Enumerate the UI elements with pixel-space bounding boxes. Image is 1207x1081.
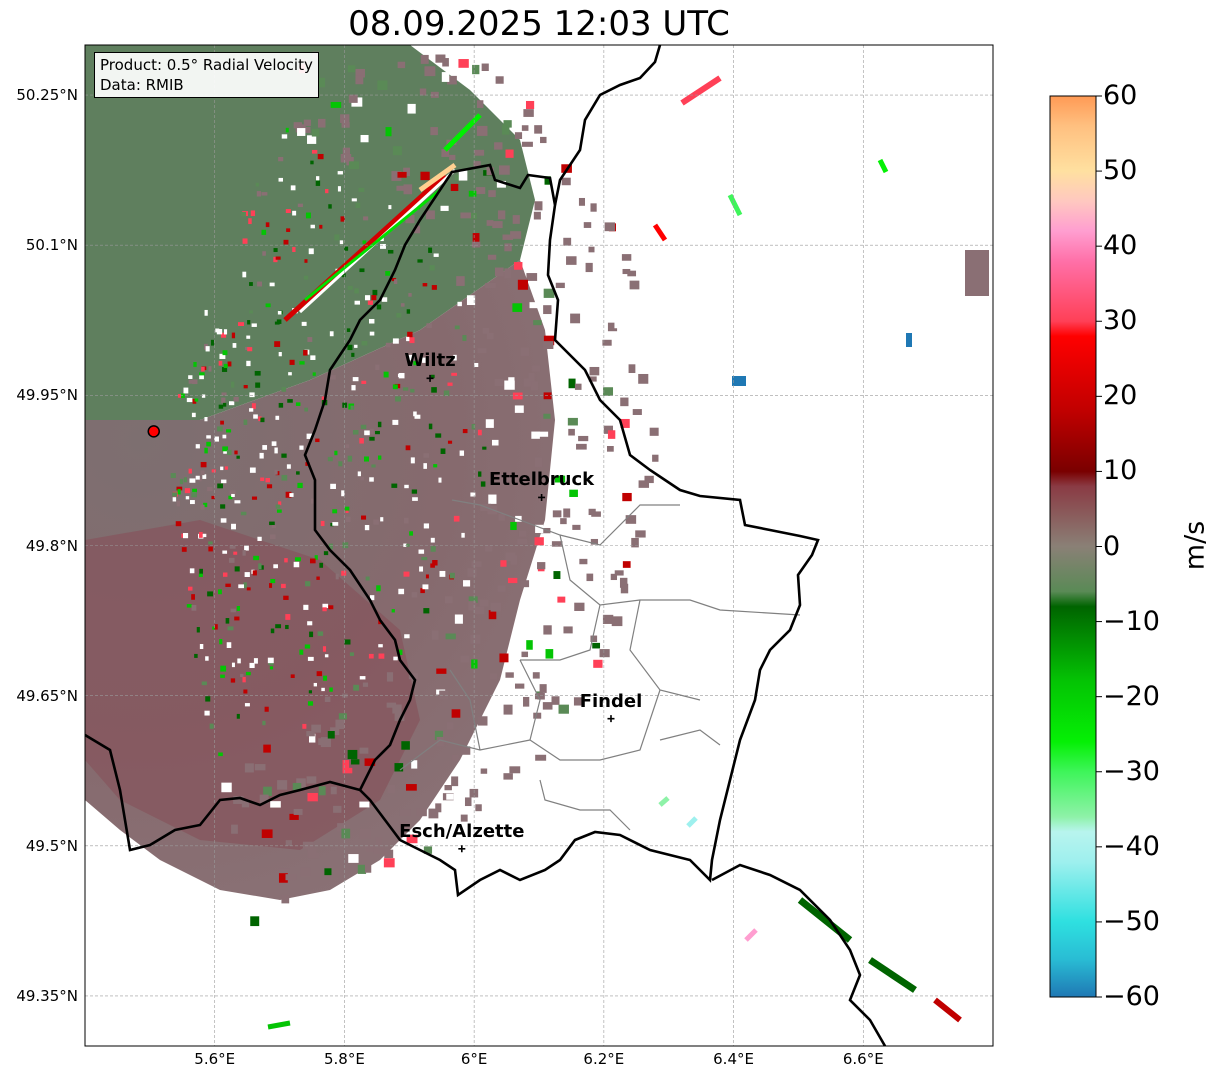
germany-border bbox=[553, 45, 662, 206]
radar-echo-receding bbox=[85, 45, 535, 420]
colorbar-tick-label: 30 bbox=[1103, 305, 1138, 337]
lon-tick-label: 6.2°E bbox=[583, 1050, 625, 1068]
colorbar-tick-label: −10 bbox=[1103, 605, 1160, 637]
lon-tick-label: 6.4°E bbox=[713, 1050, 754, 1068]
lon-tick-label: 6°E bbox=[460, 1050, 488, 1068]
lon-tick-label: 5.8°E bbox=[324, 1050, 365, 1068]
colorbar-tick-label: −30 bbox=[1103, 755, 1160, 787]
product-info-box: Product: 0.5° Radial Velocity Data: RMIB bbox=[94, 52, 319, 98]
lon-tick-label: 6.6°E bbox=[842, 1050, 884, 1068]
colorbar-tick-label: −20 bbox=[1103, 680, 1160, 712]
radar-site-marker bbox=[147, 425, 160, 438]
map-borders bbox=[85, 45, 887, 1046]
city-label: Wiltz bbox=[404, 350, 456, 372]
colorbar-tick-label: 10 bbox=[1103, 455, 1138, 487]
scattered-echoes bbox=[267, 75, 989, 1030]
city-marker bbox=[607, 715, 615, 723]
city-label: Esch/Alzette bbox=[399, 820, 525, 842]
lat-tick-label: 50.1°N bbox=[25, 236, 78, 255]
lat-tick-label: 49.8°N bbox=[25, 536, 78, 555]
colorbar-tick-label: −40 bbox=[1103, 830, 1160, 862]
colorbar-tick-label: −50 bbox=[1103, 905, 1160, 937]
lat-tick-label: 50.25°N bbox=[16, 86, 78, 105]
lat-tick-label: 49.35°N bbox=[16, 986, 78, 1005]
city-markers bbox=[426, 374, 615, 853]
colorbar-tick-label: 50 bbox=[1103, 155, 1138, 187]
map-title: 08.09.2025 12:03 UTC bbox=[348, 4, 730, 44]
luxembourg-border bbox=[303, 163, 820, 898]
map-gridlines bbox=[85, 45, 993, 1046]
radar-echo-core bbox=[85, 520, 420, 850]
city-label: Findel bbox=[579, 690, 643, 712]
colorbar-tickmarks bbox=[1096, 95, 1102, 998]
city-label: Ettelbruck bbox=[489, 469, 595, 491]
colorbar-unit-label: m/s bbox=[1179, 520, 1207, 571]
city-marker bbox=[538, 493, 546, 501]
product-label: Product: 0.5° Radial Velocity bbox=[100, 56, 313, 74]
plot-frame bbox=[84, 44, 994, 1047]
colorbar-tick-label: −60 bbox=[1103, 981, 1160, 1012]
belgium-france-border bbox=[85, 733, 361, 852]
lat-tick-label: 49.95°N bbox=[16, 386, 78, 405]
city-marker bbox=[458, 845, 466, 853]
colorbar-bar bbox=[1049, 95, 1097, 998]
colorbar-tick-label: 20 bbox=[1103, 380, 1138, 412]
city-marker bbox=[426, 374, 434, 382]
colorbar-tick-label: 0 bbox=[1103, 530, 1121, 562]
radar-speckle bbox=[170, 51, 659, 927]
radar-echo-layer bbox=[85, 45, 989, 1030]
colorbar-tick-label: 40 bbox=[1103, 230, 1138, 262]
colorbar-tick-label: 60 bbox=[1103, 80, 1138, 111]
moselle-border bbox=[711, 863, 887, 1046]
lat-tick-label: 49.65°N bbox=[16, 686, 78, 705]
data-source-label: Data: RMIB bbox=[100, 76, 184, 94]
lat-tick-label: 49.5°N bbox=[25, 836, 78, 855]
lon-tick-label: 5.6°E bbox=[194, 1050, 236, 1068]
canton-borders bbox=[399, 499, 801, 831]
